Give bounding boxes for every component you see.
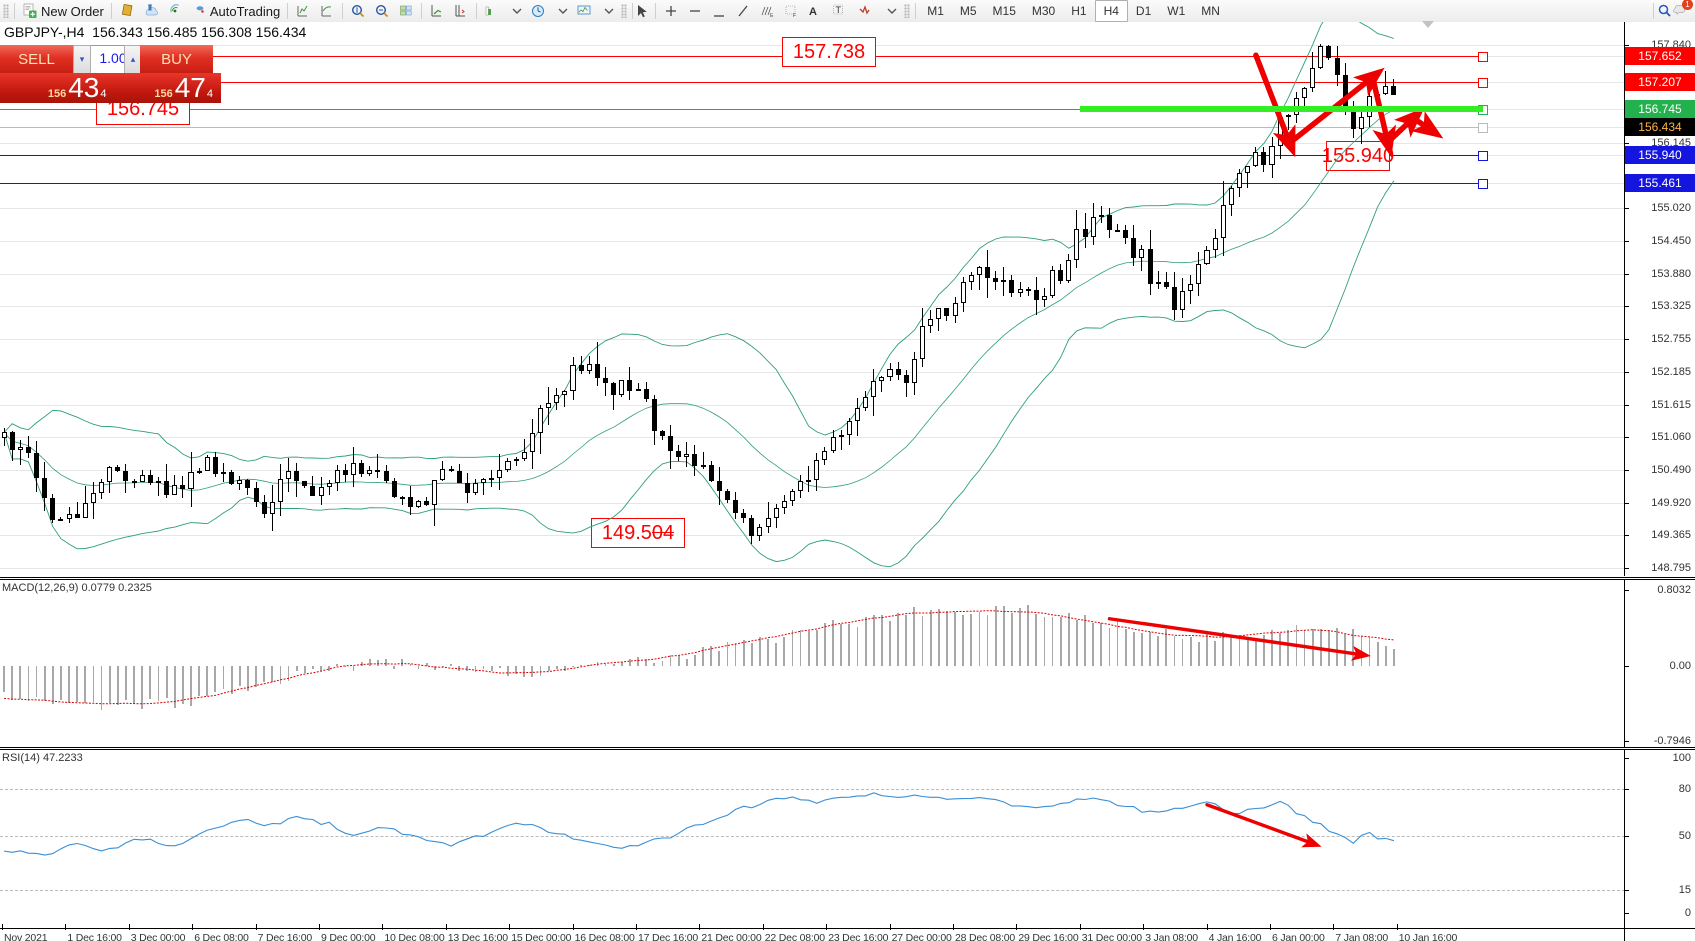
svg-text:A: A <box>809 6 817 18</box>
svg-text:F: F <box>793 13 796 19</box>
svg-text:T: T <box>836 5 842 15</box>
svg-text:E: E <box>770 13 774 19</box>
